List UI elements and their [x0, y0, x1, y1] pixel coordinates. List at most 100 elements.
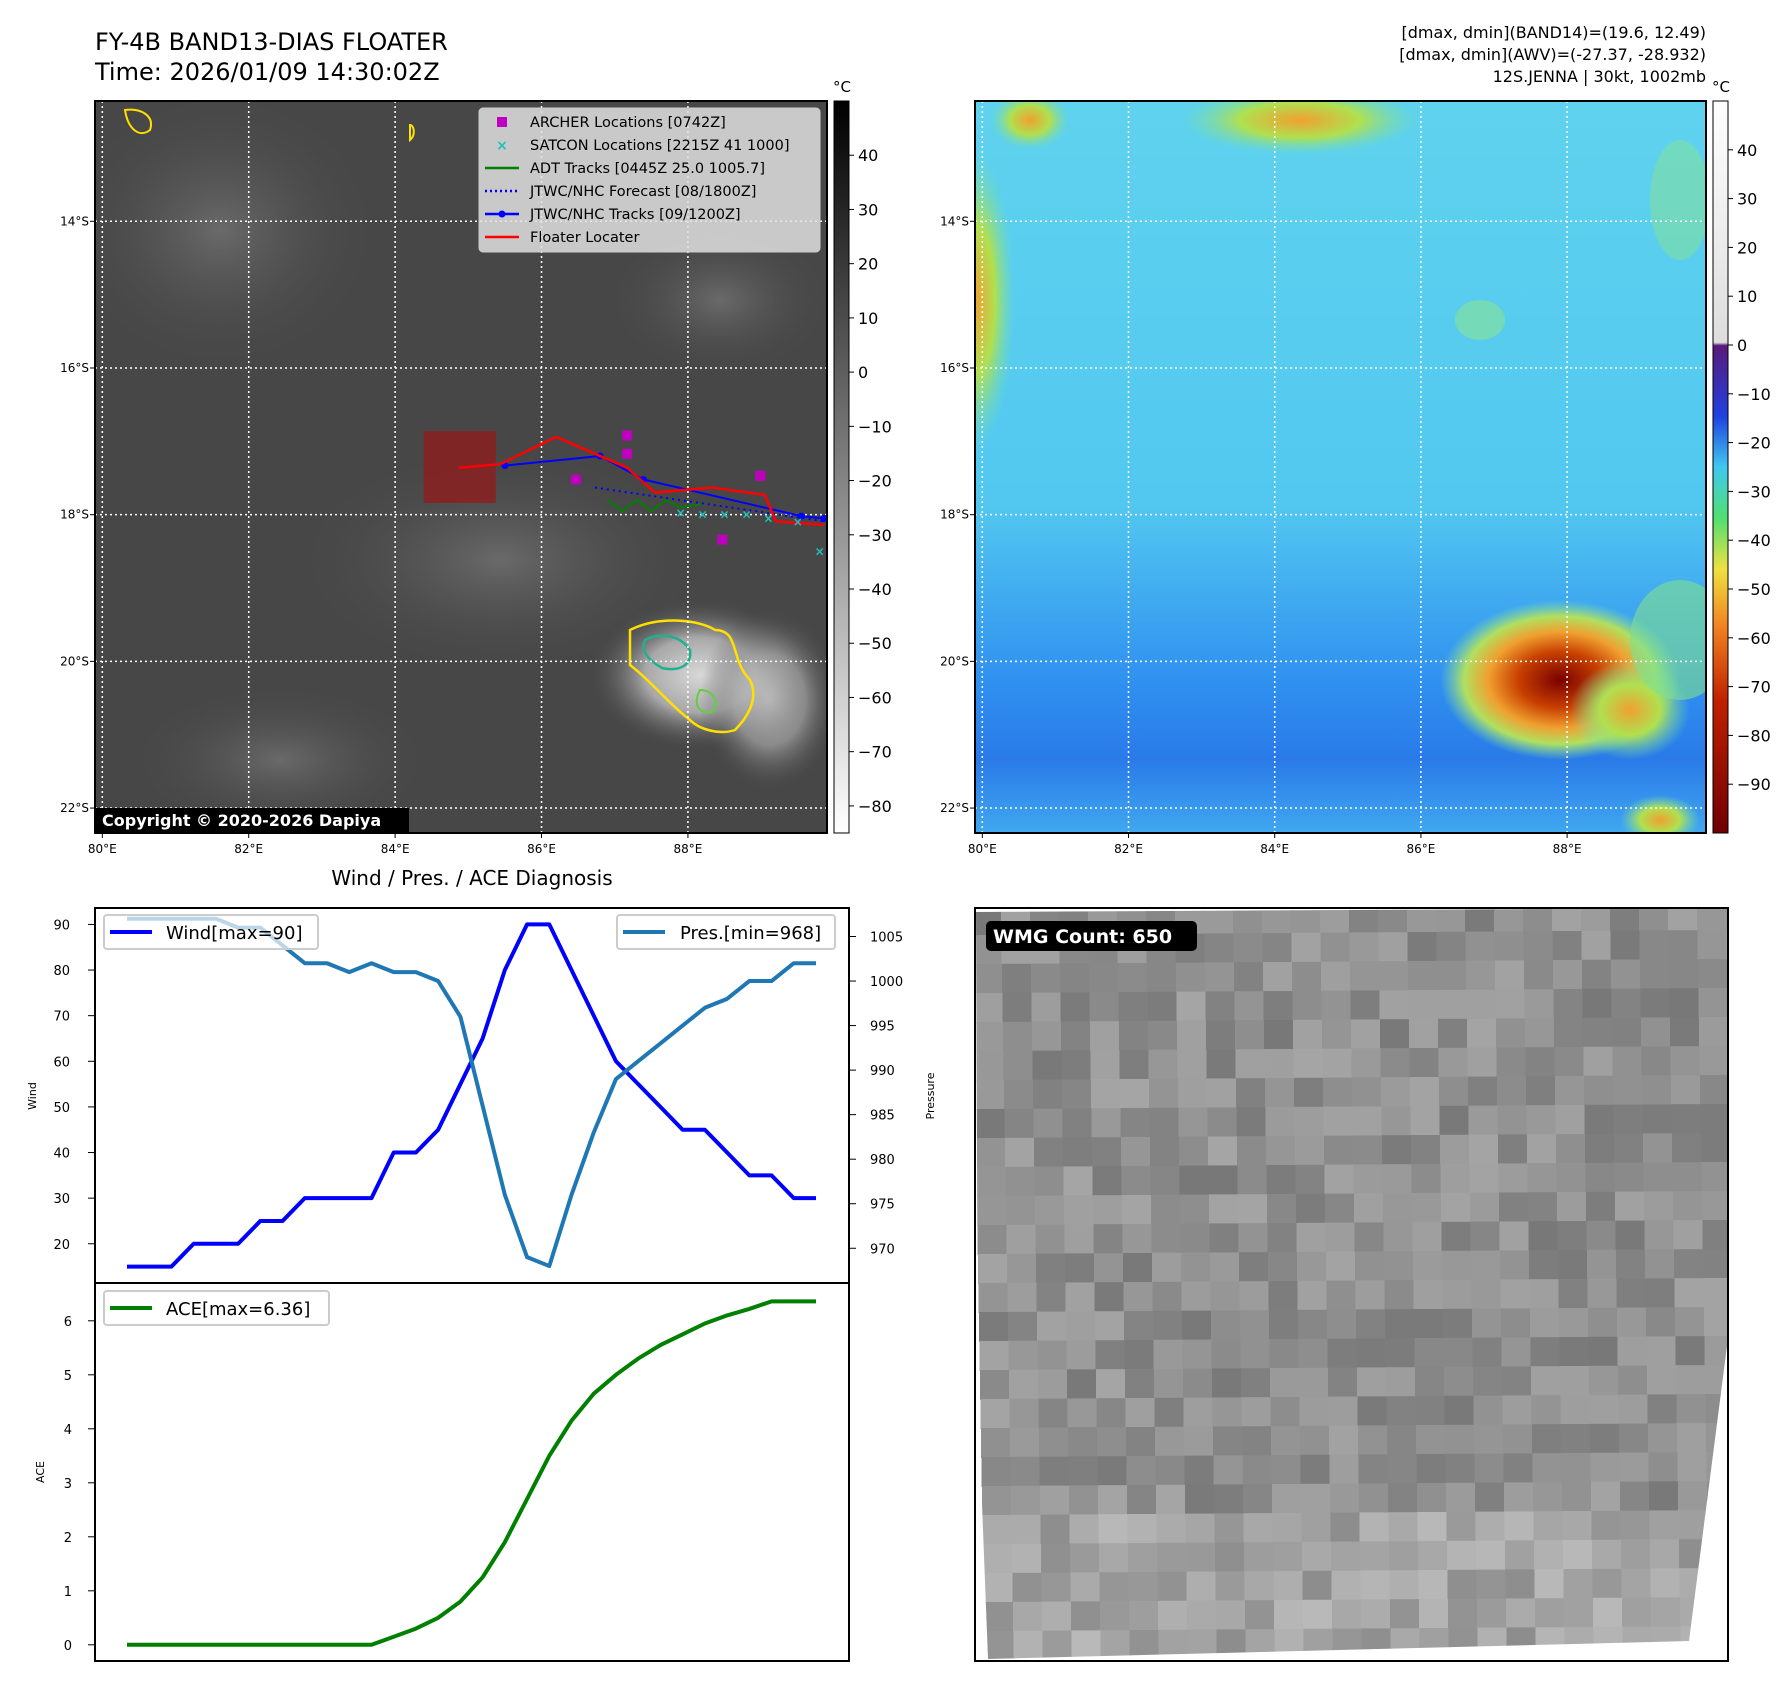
wmg-cell — [1214, 1484, 1244, 1515]
wmg-cell — [1013, 1601, 1043, 1632]
wmg-cell — [1010, 1427, 1040, 1458]
wmg-cell — [1642, 1075, 1672, 1106]
wmg-cell — [1239, 1252, 1269, 1283]
wmg-cell — [1563, 1569, 1594, 1599]
wmg-cell — [1612, 1017, 1642, 1048]
wmg-cell — [1437, 960, 1467, 991]
colorbar-tick-label: 20 — [858, 255, 878, 274]
wmg-cell — [1498, 1134, 1528, 1165]
ir-map-panel: × × × × × × × 80°E 82°E 84°E 86°E 88°E 14°S 16°S 18°S… — [60, 100, 828, 856]
wmg-cell — [1413, 1280, 1444, 1310]
wmg-cell — [1325, 1193, 1355, 1224]
wmg-cell — [1438, 1018, 1468, 1049]
colorbar-tick-label: −30 — [858, 526, 892, 545]
wmg-cell — [1558, 1279, 1589, 1309]
wmg-cell — [1382, 1164, 1413, 1195]
wmg-cell — [1093, 1195, 1123, 1226]
colorbar-tick-label: 10 — [858, 309, 878, 328]
archer-point — [622, 430, 633, 441]
wmg-cell — [1003, 1050, 1034, 1081]
wmg-cell — [1465, 908, 1495, 933]
wmg-cell — [1389, 1570, 1420, 1601]
awv-map-ticks: 80°E 82°E 84°E 86°E 88°E 14°S 16°S 18°S 20°S 22°S — [940, 214, 1581, 856]
wmg-cell — [1417, 1483, 1447, 1513]
wmg-cell — [1242, 1455, 1273, 1486]
wmg-cell — [1388, 1483, 1418, 1514]
wmg-cell — [1176, 962, 1206, 993]
wmg-cell — [977, 1225, 1008, 1255]
wmg-cell — [1320, 908, 1350, 934]
awv-map-panel: 80°E 82°E 84°E 86°E 88°E 14°S 16°S 18°S 20°S 22°S — [940, 100, 1707, 856]
wmg-cell — [1622, 1597, 1652, 1628]
colorbar-tick-label: −20 — [1737, 434, 1771, 453]
wmg-cell — [1495, 960, 1525, 991]
wmg-cell — [1466, 989, 1497, 1020]
wmg-cell — [1061, 1050, 1092, 1081]
wmg-cell — [980, 1370, 1010, 1400]
wmg-cell — [983, 1573, 1014, 1603]
wmg-cell — [1235, 1049, 1266, 1080]
wmg-cell — [1677, 1423, 1707, 1454]
wmg-cell — [1300, 1425, 1330, 1456]
wmg-cell — [1676, 1365, 1706, 1396]
wmg-cell — [1418, 1570, 1449, 1600]
wmg-cell — [1698, 988, 1727, 1018]
wmg-cell — [1523, 931, 1554, 962]
wmg-cell — [1471, 1250, 1501, 1281]
wmg-cell — [976, 993, 1004, 1023]
wmg-cell — [1559, 1337, 1590, 1367]
wmg-cell — [1326, 1280, 1357, 1311]
wmg-cell — [1185, 1484, 1215, 1515]
wmg-cell — [1246, 1658, 1276, 1659]
wmg-cell — [1585, 1133, 1615, 1164]
wmg-cell — [1034, 1166, 1065, 1197]
wmg-cell — [984, 1602, 1014, 1632]
wmg-cell — [1621, 1568, 1652, 1599]
wmg-cell — [1296, 1193, 1326, 1224]
wmg-cell — [1233, 908, 1263, 935]
wmg-cell — [1262, 933, 1293, 963]
wmg-cell — [1067, 1398, 1098, 1429]
info-band14: [dmax, dmin](BAND14)=(19.6, 12.49) — [1401, 23, 1706, 42]
wmg-cell — [1014, 1660, 1044, 1690]
wind-legend-label: Wind[max=90] — [166, 923, 303, 944]
wmg-cell — [1296, 1222, 1327, 1253]
wmg-cell — [1298, 1338, 1329, 1369]
wmg-cell — [1699, 1046, 1727, 1076]
wmg-cell — [1383, 1222, 1414, 1253]
lat-tick-label: 14°S — [940, 214, 969, 228]
wmg-cell — [1212, 1368, 1242, 1399]
wmg-cell — [1011, 1485, 1041, 1516]
wmg-cell — [1089, 963, 1119, 994]
wmg-cell — [1186, 1542, 1216, 1573]
wmg-cell — [1675, 1336, 1706, 1367]
wmg-cell — [1204, 908, 1234, 935]
wmg-cell — [1033, 1108, 1064, 1139]
wmg-cell — [1207, 1078, 1237, 1109]
wmg-cell — [1526, 1105, 1557, 1136]
wmg-cell — [977, 1196, 1007, 1226]
wmg-cell — [1179, 1136, 1209, 1167]
wmg-cell — [1499, 1221, 1530, 1252]
figure-time: Time: 2026/01/09 14:30:02Z — [94, 58, 440, 86]
legend-dot-icon — [498, 210, 506, 218]
wmg-cell — [1236, 1107, 1267, 1138]
wmg-cell — [1213, 1455, 1244, 1486]
wmg-cell — [1669, 988, 1700, 1019]
wmg-cell — [1235, 1020, 1265, 1051]
wmg-cell — [1670, 1046, 1701, 1077]
wmg-cell — [1381, 1077, 1411, 1108]
wmg-cell — [1503, 1424, 1533, 1455]
wmg-cell — [1353, 1135, 1383, 1166]
wmg-cell — [1737, 1510, 1767, 1540]
wmg-cell — [1071, 1601, 1101, 1632]
wmg-cell — [1129, 1601, 1159, 1631]
wmg-cell — [1090, 1021, 1120, 1052]
wmg-cell — [1669, 959, 1699, 990]
wmg-cell — [1407, 932, 1438, 962]
wmg-cell — [1302, 1570, 1333, 1601]
awv-map-gridlines — [975, 101, 1706, 833]
wmg-cell — [1007, 1282, 1038, 1313]
wmg-cell — [1066, 1340, 1097, 1371]
wmg-cell — [1438, 1047, 1469, 1078]
